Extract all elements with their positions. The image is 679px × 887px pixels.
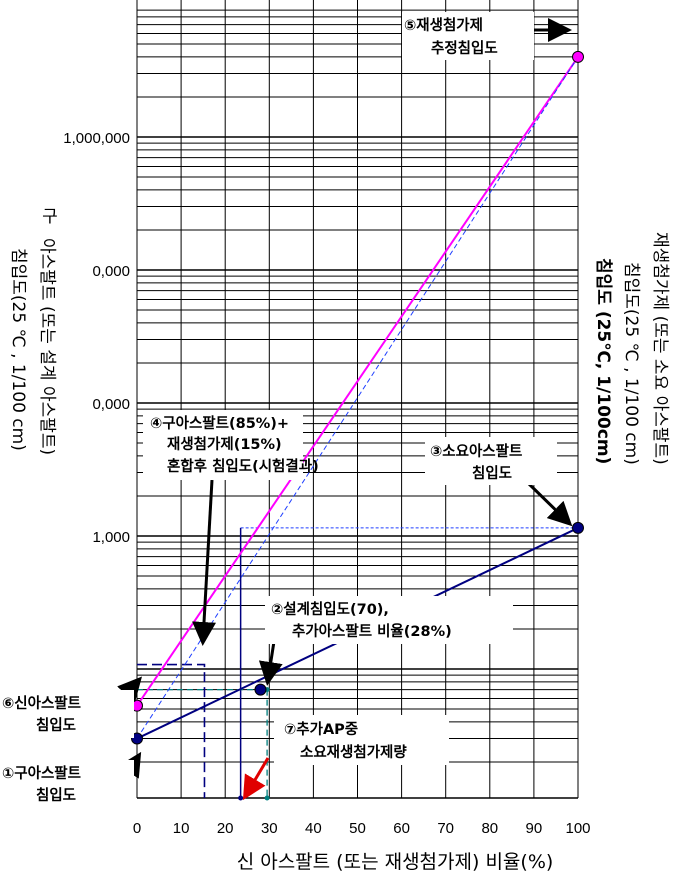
annotation-arrow	[242, 757, 270, 801]
right-axis-label-line2: 침입도(25 ℃ , 1/100 cm)	[621, 262, 641, 465]
data-point	[572, 50, 584, 63]
annotation-arrow	[525, 480, 573, 527]
guide-line	[137, 663, 206, 798]
series-line	[136, 56, 579, 707]
left-axis-label-line2: 아스팔트 (또는 설계 아스팔트)	[37, 238, 57, 455]
x-tick-label: 70	[437, 820, 454, 837]
annotation-2-bg	[265, 596, 513, 644]
right-axis-label-line3: 침입도 (25℃, 1/100cm)	[593, 258, 614, 464]
annotation-4-line3: 혼합후 침입도(시험결과)	[167, 457, 319, 475]
annotation-3-bg	[425, 437, 557, 485]
annotation-5-line2: 추정침입도	[431, 39, 498, 57]
guide-point	[264, 795, 270, 801]
annotation-4-line1: ④구아스팔트(85%)+	[150, 414, 289, 432]
annotation-2-line2: 추가아스팔트 비율(28%)	[292, 622, 452, 640]
annotation-1-line1: ①구아스팔트	[2, 764, 81, 782]
series-line	[136, 56, 579, 739]
annotation-arrow	[192, 479, 216, 646]
annotation-3-line2: 침입도	[472, 465, 512, 482]
data-points	[131, 50, 584, 745]
annotation-1-line2: 침입도	[36, 787, 76, 804]
annotation-2-line1: ②설계침입도(70),	[271, 601, 389, 618]
data-point	[254, 683, 267, 696]
y-tick-label: 1,000	[92, 529, 130, 546]
data-point	[131, 732, 143, 745]
x-tick-labels: 0 10 20 30 40 50 60 70 80 90 100	[133, 820, 591, 837]
y-tick-label: 1,000,000	[63, 130, 130, 147]
annotation-7-bg	[274, 715, 449, 765]
guide-point	[238, 795, 244, 801]
x-tick-label: 80	[481, 820, 498, 837]
left-axis-label-line1: 구	[42, 207, 58, 227]
x-tick-label: 100	[565, 820, 590, 837]
annotation-5-line1: ⑤재생첨가제	[404, 17, 483, 34]
y-tick-label: 0,000	[92, 263, 130, 280]
annotation-arrow	[117, 676, 142, 703]
annotation-4-bg	[143, 410, 303, 480]
annotation-6-line1: ⑥신아스팔트	[2, 694, 81, 712]
x-tick-label: 30	[261, 820, 278, 837]
annotation-1-bg	[0, 760, 134, 808]
x-tick-label: 90	[526, 820, 543, 837]
y-tick-label: 0,000	[92, 396, 130, 413]
annotation-6-bg	[0, 690, 134, 738]
annotation-7-line1: ⑦추가AP중	[284, 721, 358, 738]
x-tick-label: 40	[305, 820, 322, 837]
annotation-6-line2: 침입도	[36, 717, 76, 734]
x-tick-label: 20	[217, 820, 234, 837]
grid	[136, 0, 579, 799]
x-tick-label: 10	[173, 820, 190, 837]
annotation-7-line2: 소요재생첨가제량	[300, 743, 407, 761]
x-tick-label: 50	[349, 820, 366, 837]
right-axis-label-line1: 재생첨가제 (또는 소요 아스팔트)	[650, 232, 670, 465]
annotation-3-line1: ③소요아스팔트	[430, 442, 522, 460]
x-axis-label: 신 아스팔트 (또는 재생첨가제) 비율(%)	[237, 851, 554, 873]
left-axis-label-line3: 침입도(25 ℃ , 1/100 cm)	[8, 248, 28, 451]
x-tick-label: 60	[393, 820, 410, 837]
data-point	[572, 521, 584, 534]
annotation-5-bg	[402, 12, 534, 60]
annotation-4-line2: 재생첨가제(15%)	[167, 436, 282, 453]
x-tick-label: 0	[133, 820, 141, 837]
